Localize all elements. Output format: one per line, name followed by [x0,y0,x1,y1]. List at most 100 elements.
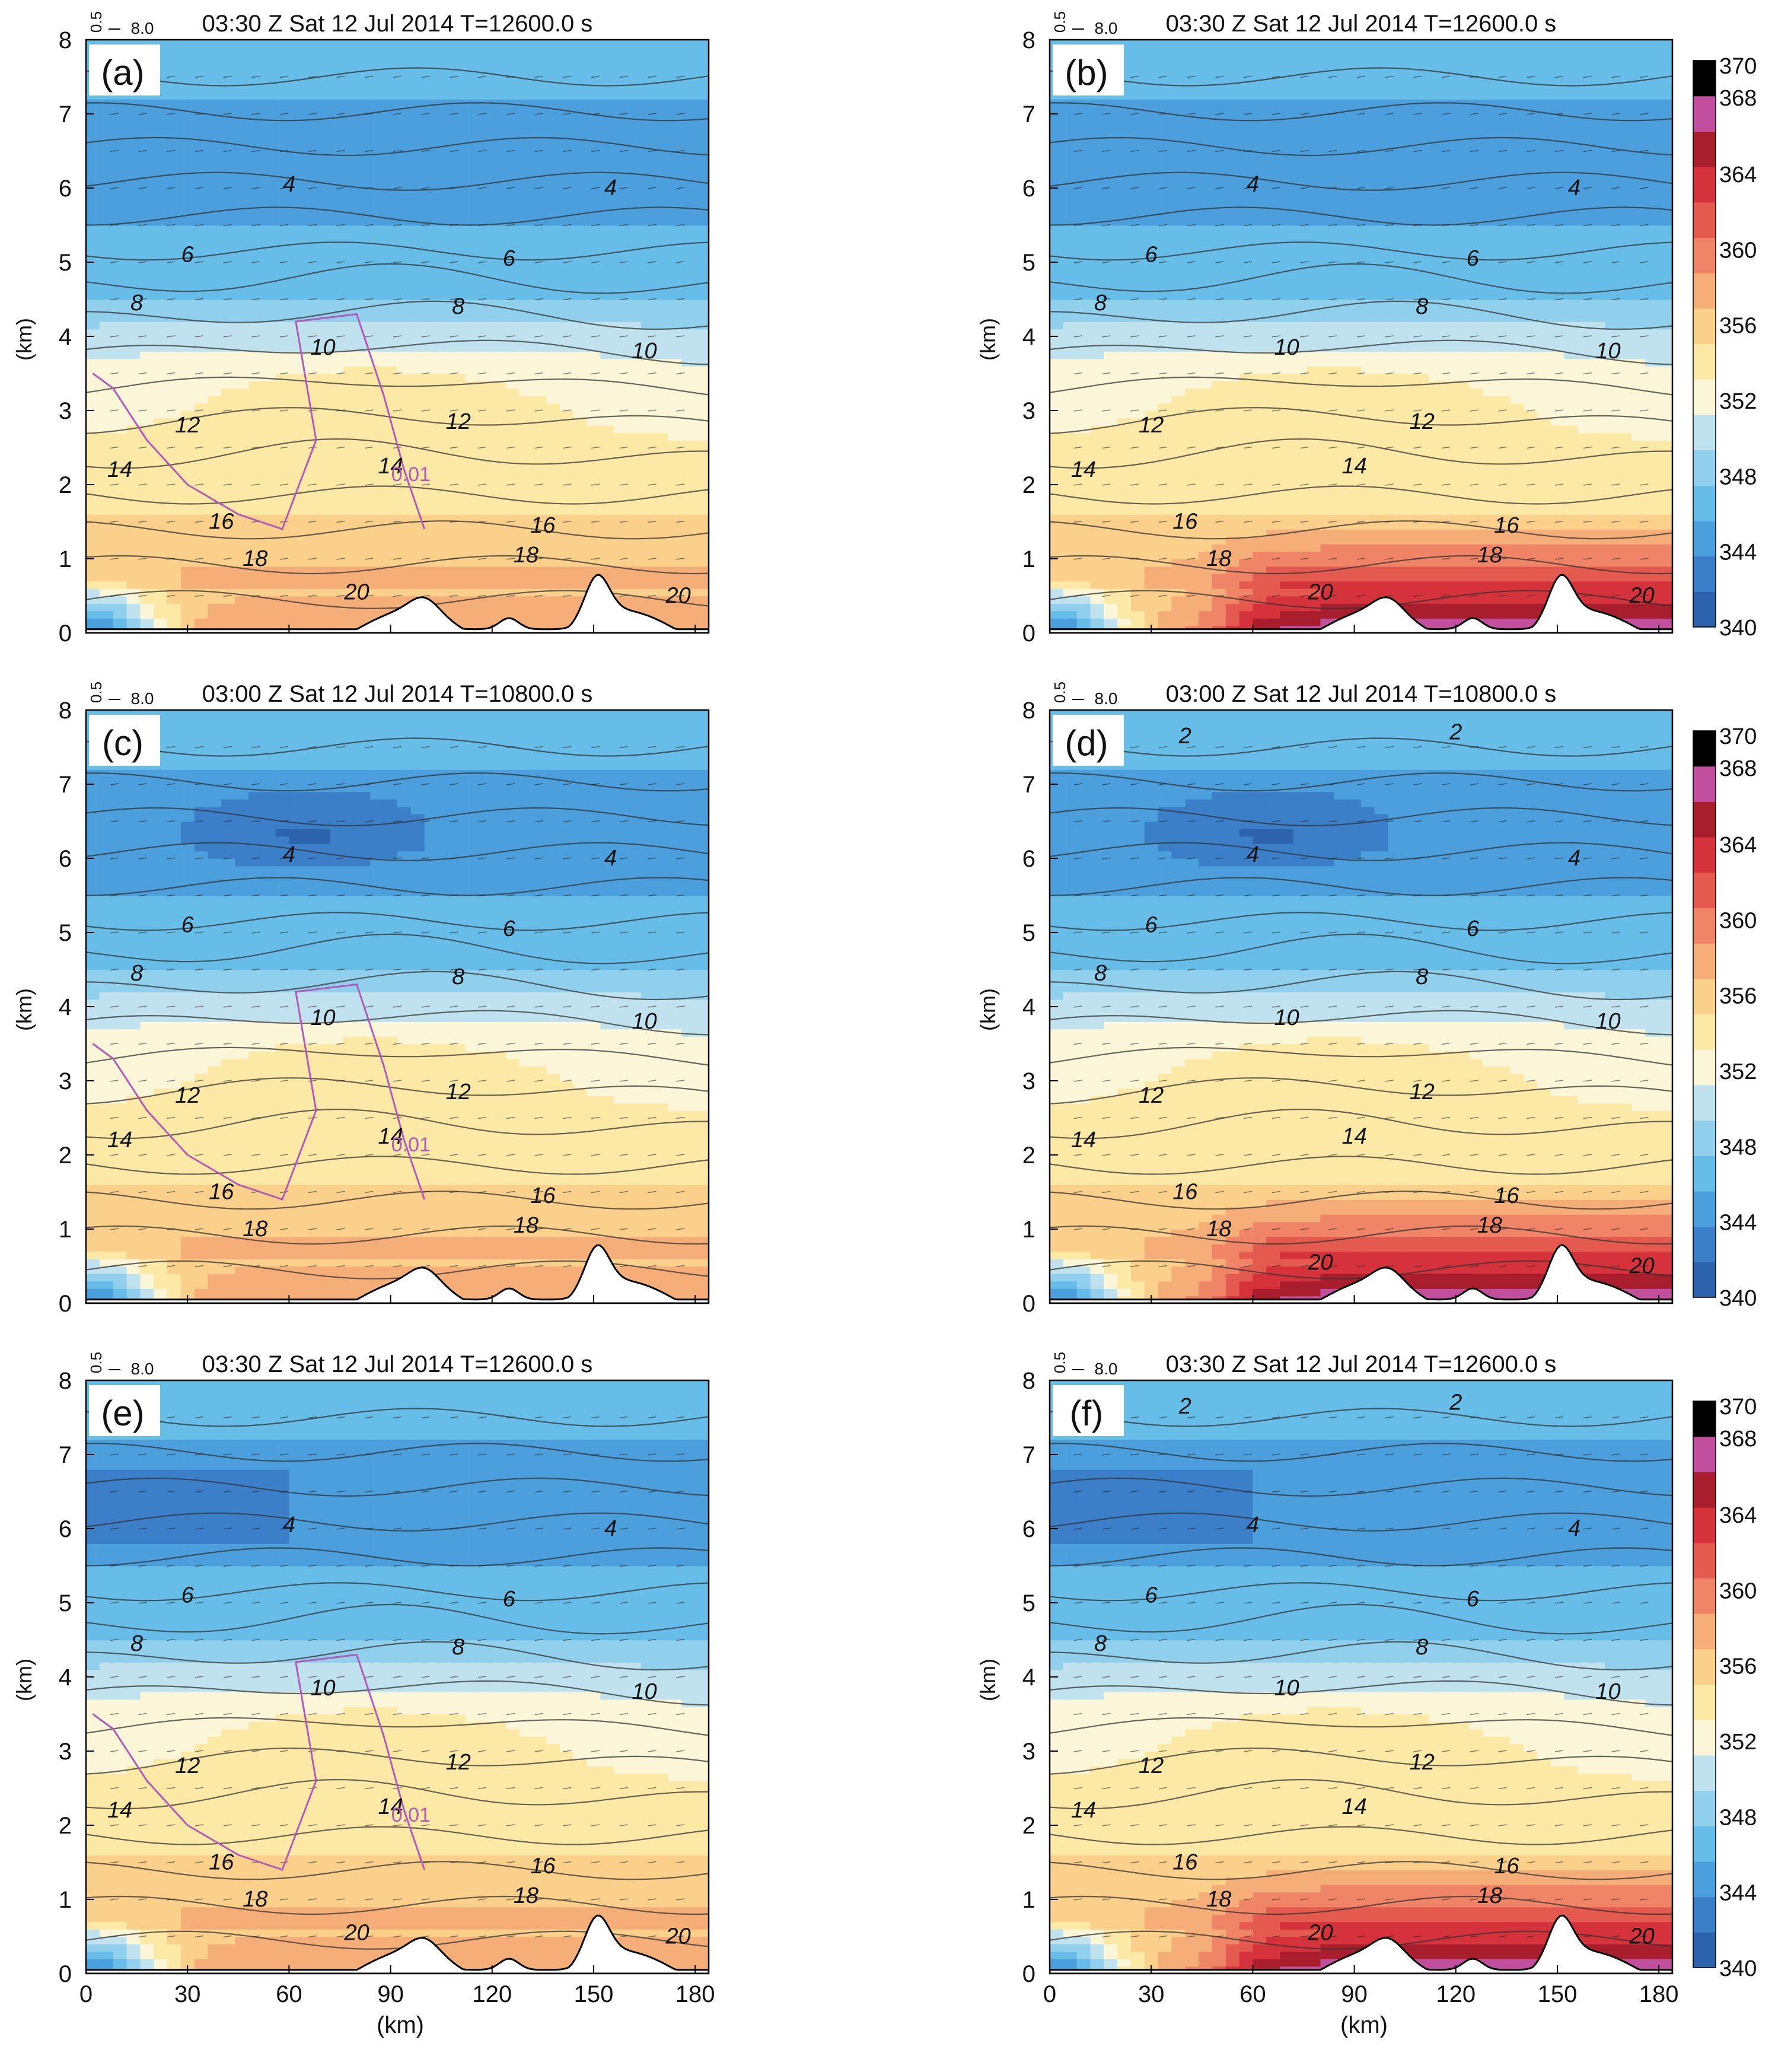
heatmap-cell [1496,596,1510,604]
heatmap-cell [1604,566,1619,574]
heatmap-cell [316,366,330,374]
heatmap-cell [1645,551,1659,559]
wind-vector [421,149,430,152]
heatmap-cell [140,603,154,612]
heatmap-cell [86,410,100,419]
heatmap-cell [1442,559,1457,567]
heatmap-cell [424,114,439,122]
heatmap-cell [384,84,398,93]
heatmap-cell [180,336,195,345]
wind-vector [619,298,628,301]
heatmap-cell [1253,499,1267,508]
heatmap-cell [1347,492,1362,500]
heatmap-cell [519,262,533,270]
heatmap-cell [99,292,114,300]
wind-vector [223,335,232,338]
heatmap-cell [505,499,520,508]
heatmap-cell [587,77,601,85]
heatmap-cell [343,514,358,523]
heatmap-cell [573,403,588,411]
heatmap-cell [410,588,425,597]
wind-vector [648,149,657,152]
heatmap-cell [397,432,412,441]
heatmap-cell [1469,544,1484,552]
heatmap-cell [1631,566,1646,574]
heatmap-cell [275,529,290,537]
heatmap-cell [1131,610,1145,619]
heatmap-cell [180,69,195,78]
heatmap-cell [86,425,100,434]
heatmap-cell [695,403,709,411]
heatmap-cell [640,62,655,70]
heatmap-cell [343,618,358,626]
heatmap-cell [384,358,398,367]
heatmap-cell [424,106,439,114]
heatmap-cell [275,603,290,612]
heatmap-cell [600,165,614,174]
heatmap-cell [248,307,263,315]
mixing-ratio-contour [86,485,709,505]
heatmap-cell [235,381,249,389]
heatmap-cell [208,336,222,345]
heatmap-cell [343,84,358,93]
heatmap-cell [356,210,371,218]
heatmap-cell [1293,544,1308,552]
heatmap-cell [1144,603,1159,612]
wind-vector [648,446,657,449]
heatmap-cell [113,188,128,196]
heatmap-cell [640,455,655,463]
heatmap-cell [235,322,249,330]
wind-vector [534,187,543,189]
heatmap-cell [397,373,412,381]
heatmap-cell [479,121,493,129]
heatmap-cell [533,269,547,278]
heatmap-cell [640,240,655,248]
wind-vector [534,483,543,486]
heatmap-cell [492,396,506,404]
heatmap-cell [533,388,547,396]
heatmap-cell [180,432,195,441]
heatmap-cell [1455,566,1470,574]
heatmap-cell [587,203,601,211]
mixing-ratio-contour [86,520,709,540]
heatmap-cell [451,529,466,537]
heatmap-cell [1253,536,1267,545]
heatmap-cell [1429,551,1443,559]
heatmap-cell [262,121,276,129]
heatmap-cell [1510,544,1524,552]
heatmap-cell [248,329,263,337]
heatmap-cell [343,396,358,404]
heatmap-cell [248,559,263,567]
heatmap-cell [627,47,642,55]
heatmap-cell [438,269,452,278]
heatmap-cell [519,418,533,426]
heatmap-cell [262,173,276,182]
heatmap-cell [505,440,520,448]
heatmap-cell [1618,529,1633,537]
heatmap-cell [1645,603,1659,612]
heatmap-cell [519,314,533,322]
heatmap-cell [343,62,358,70]
heatmap-cell [1591,485,1605,493]
heatmap-cell [505,596,520,604]
wind-vector [110,261,119,263]
heatmap-cell [1253,485,1267,493]
heatmap-cell [1550,507,1565,515]
heatmap-cell [1361,507,1375,515]
heatmap-cell [546,210,560,218]
heatmap-cell [1050,477,1064,485]
heatmap-cell [140,144,154,152]
heatmap-cell [424,69,439,78]
heatmap-cell [587,551,601,559]
heatmap-cell [1063,544,1078,552]
heatmap-cell [573,447,588,456]
heatmap-cell [533,507,547,515]
heatmap-cell [1591,596,1605,604]
heatmap-cell [235,462,249,470]
heatmap-cell [1618,499,1633,508]
heatmap-cell [329,203,344,211]
heatmap-cell [1347,551,1362,559]
heatmap-cell [356,144,371,152]
heatmap-cell [343,136,358,144]
wind-vector [336,187,345,189]
